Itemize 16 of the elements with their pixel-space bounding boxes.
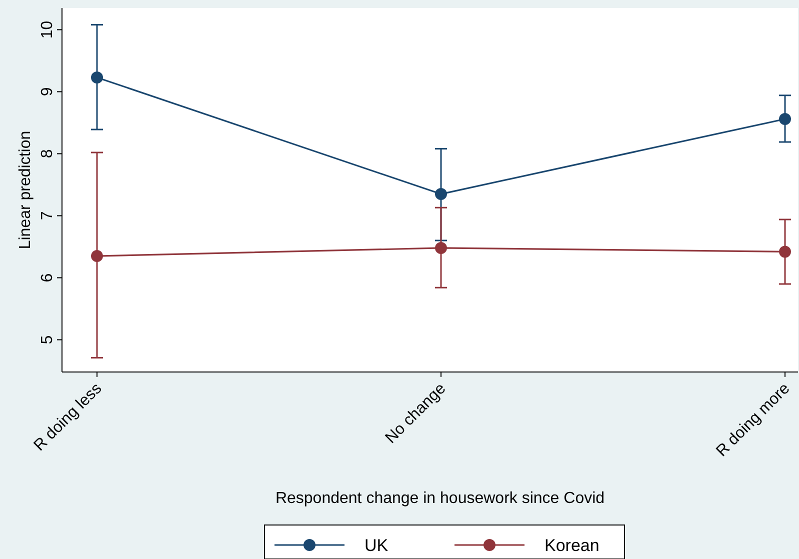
point	[779, 246, 791, 258]
y-tick-label: 10	[39, 20, 56, 39]
point	[779, 113, 791, 125]
point	[435, 242, 447, 254]
point	[435, 188, 447, 200]
point	[91, 250, 103, 262]
y-tick-label: 8	[39, 149, 56, 158]
y-tick-label: 5	[39, 335, 56, 344]
y-axis-title: Linear prediction	[17, 130, 34, 250]
legend-label: Korean	[544, 536, 600, 555]
point	[91, 71, 103, 84]
legend-label: UK	[364, 536, 389, 555]
y-tick-label: 9	[39, 87, 56, 96]
y-tick-label: 6	[39, 273, 56, 282]
x-axis-title: Respondent change in housework since Covid	[275, 490, 605, 507]
y-tick-label: 7	[39, 211, 56, 220]
